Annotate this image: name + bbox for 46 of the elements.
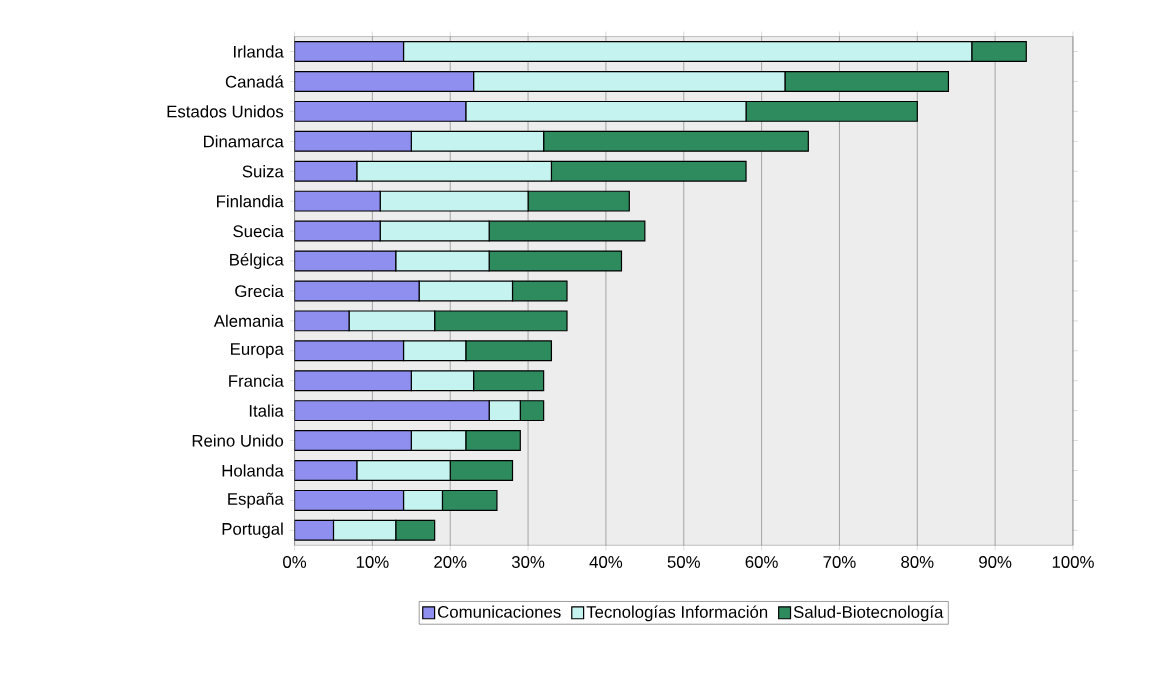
x-tick-label: 50% (667, 556, 700, 569)
x-tick-label: 40% (589, 556, 623, 569)
y-tick-label: Dinamarca (203, 135, 284, 148)
bar (294, 460, 358, 482)
bar (294, 519, 335, 541)
y-tick-label: Reino Unido (192, 434, 284, 447)
x-tick-label: 0% (283, 556, 307, 569)
x-tick-label: 10% (356, 556, 389, 569)
y-tick-label: Suecia (233, 225, 284, 238)
bar (294, 490, 405, 512)
legend-label: Tecnologías Información (586, 605, 768, 622)
y-tick-label: Bélgica (230, 253, 284, 270)
bar (294, 130, 412, 152)
y-tick-label: Canadá (225, 75, 284, 88)
y-tick-label: Italia (249, 404, 284, 417)
y-tick-label: Estados Unidos (167, 105, 284, 118)
y-tick-label: Portugal (222, 522, 283, 539)
bar (294, 220, 381, 242)
y-tick-label: España (228, 492, 284, 509)
bar (294, 71, 475, 93)
bar (294, 101, 467, 122)
y-tick-label: Holanda (222, 464, 284, 477)
x-tick-label: 90% (979, 556, 1012, 569)
x-tick-label: 100% (1052, 556, 1094, 569)
y-tick-label: Alemania (213, 314, 284, 328)
bar (294, 190, 381, 212)
x-tick-label: 80% (901, 556, 934, 569)
x-tick-label: 60% (745, 556, 778, 569)
y-tick-label: Francia (229, 374, 284, 388)
bar (294, 280, 420, 302)
y-tick-label: Europa (231, 343, 284, 359)
x-tick-label: 70% (823, 556, 856, 569)
bar (294, 340, 405, 362)
bar (294, 250, 397, 272)
bar (294, 41, 405, 63)
bar (294, 430, 412, 452)
x-tick-label: 30% (511, 556, 545, 569)
y-tick-label: Finlandia (217, 195, 284, 208)
y-tick-label: Grecia (235, 284, 284, 298)
legend-label: Comunicaciones (438, 605, 561, 618)
bar (294, 400, 490, 422)
x-tick-label: 20% (434, 556, 467, 569)
legend-label: Salud-Biotecnología (793, 605, 944, 622)
y-tick-label: Irlanda (234, 45, 284, 58)
bar (294, 370, 412, 392)
y-tick-label: Suiza (242, 165, 284, 178)
